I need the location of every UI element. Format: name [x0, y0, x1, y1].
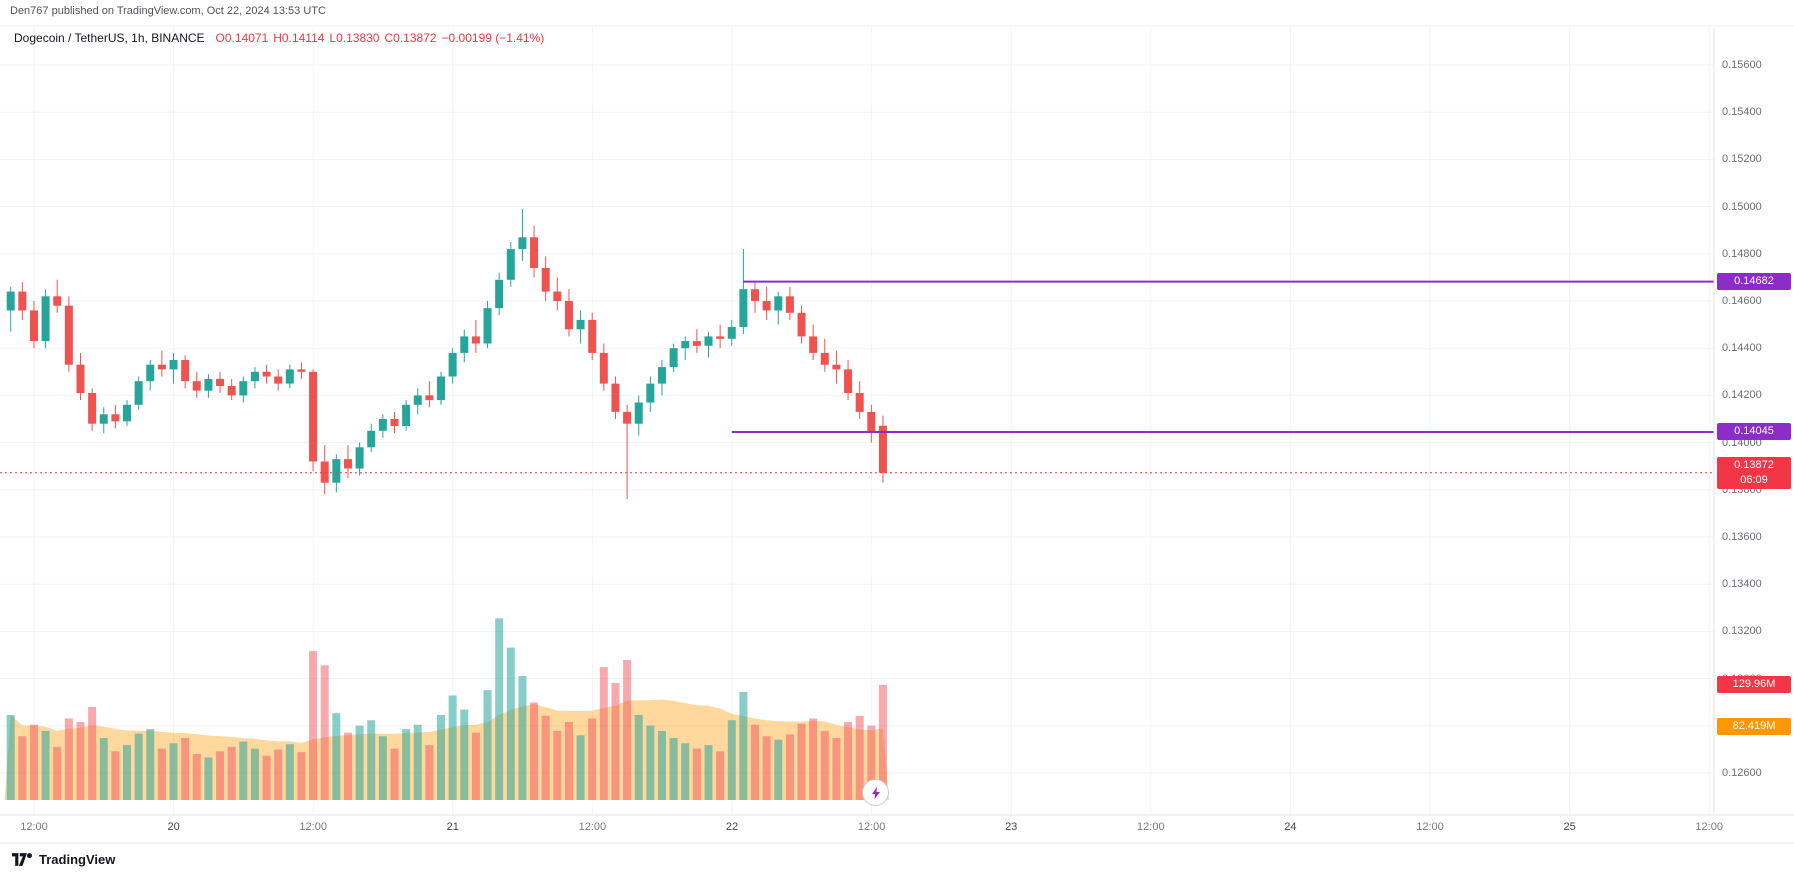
candlestick-series	[6, 209, 887, 500]
attribution-text: Den767 published on TradingView.com, Oct…	[10, 5, 326, 17]
ohlc-high: H0.14114	[273, 31, 325, 45]
flash-idea-button[interactable]	[862, 779, 889, 806]
symbol-header: Dogecoin / TetherUS, 1h, BINANCE O0.14071…	[14, 31, 544, 45]
footer-bar: TradingView	[0, 844, 1794, 874]
tradingview-logo-icon[interactable]	[12, 852, 32, 866]
ohlc-close: C0.13872	[384, 31, 437, 45]
symbol-title[interactable]: Dogecoin / TetherUS, 1h, BINANCE	[14, 31, 205, 45]
volume-bars	[6, 618, 887, 800]
ohlc-change: −0.00199 (−1.41%)	[441, 31, 545, 45]
lightning-icon	[871, 786, 880, 799]
grid-lines	[0, 28, 1714, 815]
time-axis[interactable]	[0, 815, 1714, 843]
price-axis[interactable]	[1714, 28, 1794, 815]
ohlc-low: L0.13830	[329, 31, 380, 45]
tradingview-logo-text[interactable]: TradingView	[39, 851, 116, 867]
ohlc-open: O0.14071	[215, 31, 269, 45]
volume-ma-area	[4, 699, 889, 800]
